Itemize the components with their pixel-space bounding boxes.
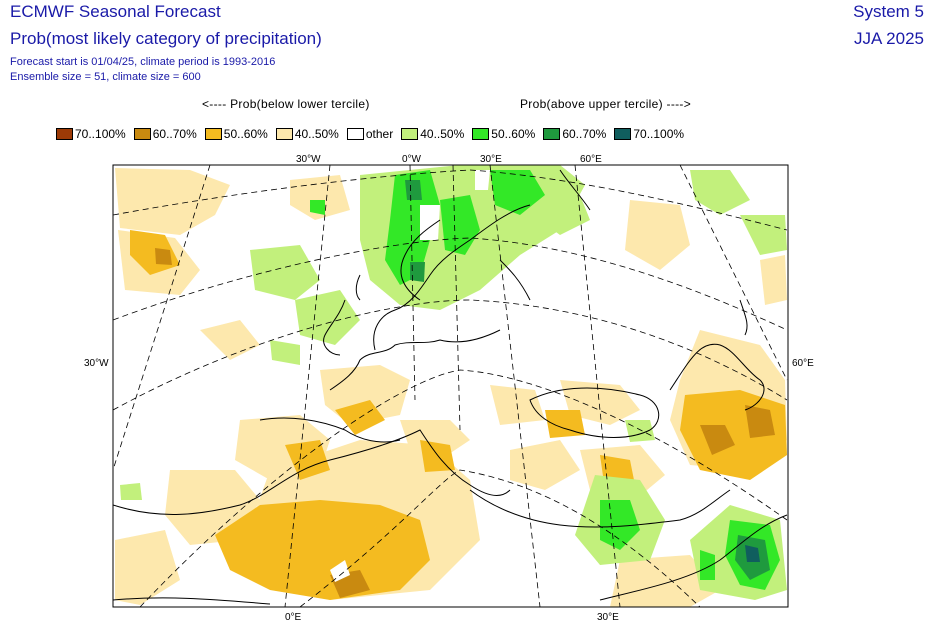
legend-label: 70..100%: [633, 127, 685, 141]
probability-field: [113, 165, 788, 607]
legend-item: 50..60%: [204, 127, 268, 141]
map-subtitle: Prob(most likely category of precipitati…: [10, 29, 322, 48]
graticule-labels: 30°W 0°W 30°E 60°E 30°W 60°E 0°E 30°E: [84, 154, 814, 622]
legend-item: 40..50%: [401, 127, 464, 141]
legend-item: 70..100%: [56, 127, 126, 141]
legend-swatch: [346, 128, 364, 140]
lon-label-top: 60°E: [580, 154, 602, 165]
legend-item: 60..70%: [133, 127, 197, 141]
lon-label-bottom: 30°E: [597, 612, 619, 622]
ensemble-size-text: Ensemble size = 51, climate size = 600: [10, 71, 201, 83]
legend-label: 50..60%: [491, 127, 536, 141]
system-label: System 5: [853, 2, 924, 21]
lon-label-left: 30°W: [84, 358, 109, 369]
lon-label-bottom: 0°E: [285, 612, 302, 622]
legend-label: 60..70%: [562, 127, 607, 141]
legend-swatch: [133, 128, 151, 140]
legend-label: other: [365, 127, 394, 141]
legend-below-heading: <---- Prob(below lower tercile): [202, 97, 370, 111]
legend-item: 40..50%: [275, 127, 339, 141]
legend-label: 40..50%: [420, 127, 465, 141]
legend-above-heading: Prob(above upper tercile) ---->: [520, 97, 692, 111]
legend-label: 60..70%: [152, 127, 197, 141]
map-frame: [112, 164, 789, 608]
legend-label: 50..60%: [223, 127, 268, 141]
forecast-start-text: Forecast start is 01/04/25, climate peri…: [10, 56, 276, 68]
legend-item: other: [346, 127, 394, 141]
legend-item: 60..70%: [543, 127, 606, 141]
lon-label-top: 0°W: [402, 154, 422, 165]
lon-label-top: 30°E: [480, 154, 502, 165]
lon-label-top: 30°W: [296, 154, 321, 165]
map-title: ECMWF Seasonal Forecast: [10, 2, 221, 21]
legend: 70..100% 60..70% 50..60% 40..50% other 4…: [56, 126, 692, 142]
legend-item: 50..60%: [472, 127, 535, 141]
legend-swatch: [543, 128, 561, 140]
legend-swatch: [401, 128, 419, 140]
legend-label: 40..50%: [294, 127, 339, 141]
legend-swatch: [204, 128, 222, 140]
legend-label: 70..100%: [75, 127, 126, 141]
legend-swatch: [614, 128, 632, 140]
season-label: JJA 2025: [854, 29, 924, 48]
legend-swatch: [472, 128, 490, 140]
legend-swatch: [275, 128, 293, 140]
legend-swatch: [56, 128, 73, 140]
legend-item: 70..100%: [614, 127, 684, 141]
lon-label-right: 60°E: [792, 358, 814, 369]
